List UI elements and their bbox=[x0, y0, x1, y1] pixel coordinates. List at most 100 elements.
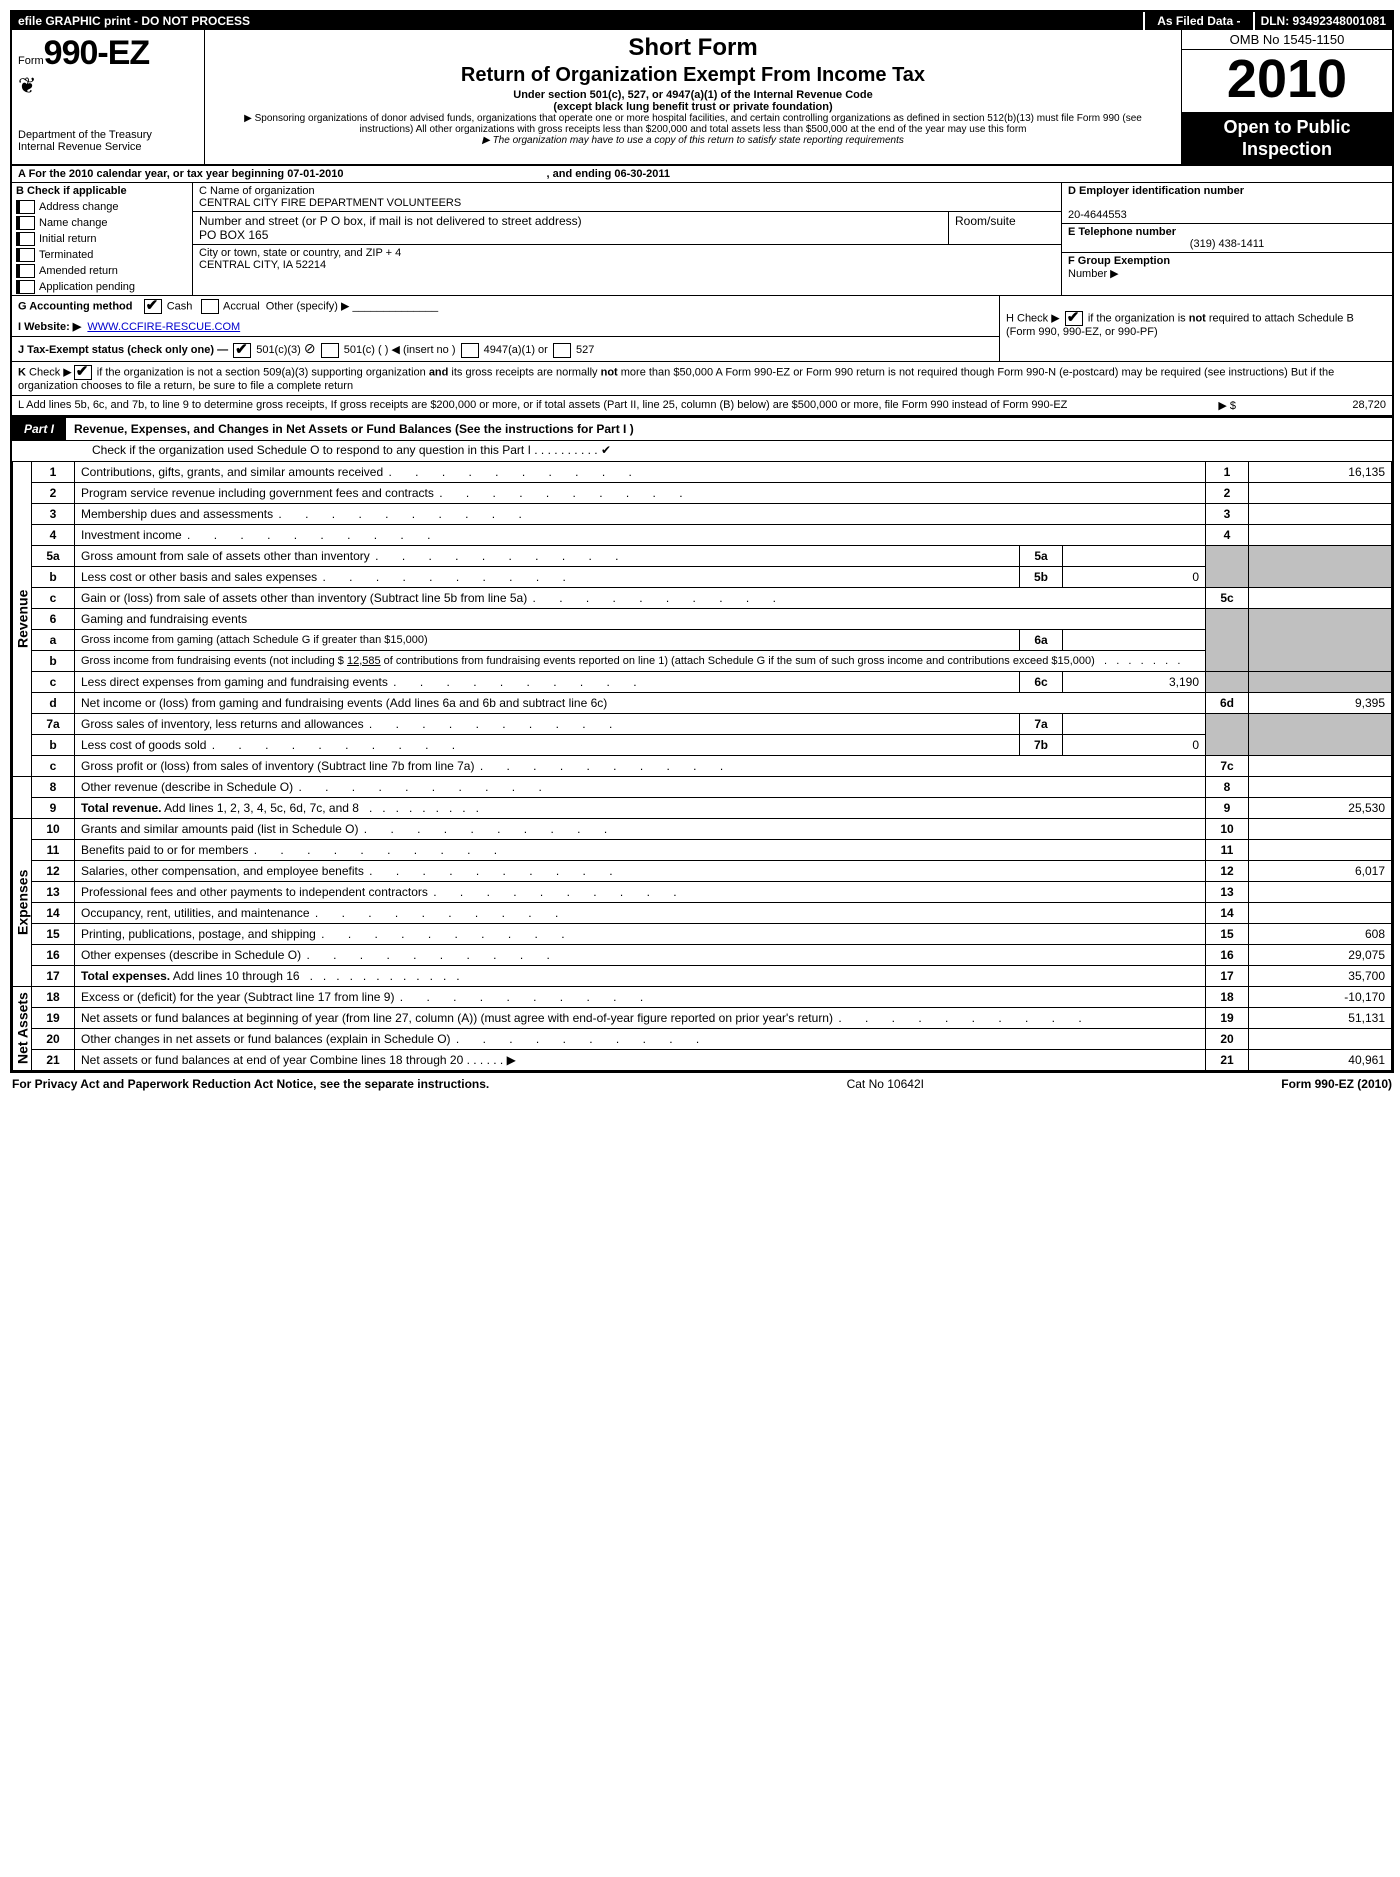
footer: For Privacy Act and Paperwork Reduction … bbox=[10, 1073, 1394, 1095]
chk-label: Initial return bbox=[39, 233, 96, 245]
line-text: Program service revenue including govern… bbox=[75, 482, 1206, 503]
line-amount: 51,131 bbox=[1249, 1007, 1392, 1028]
line-text: Net assets or fund balances at end of ye… bbox=[75, 1049, 1206, 1070]
l-arrow: ▶ $ bbox=[1156, 399, 1236, 412]
line-ref: 6d bbox=[1206, 692, 1249, 713]
form-container: efile GRAPHIC print - DO NOT PROCESS As … bbox=[10, 10, 1394, 1073]
line-text: Membership dues and assessments bbox=[75, 503, 1206, 524]
line-text: Less direct expenses from gaming and fun… bbox=[75, 671, 1020, 692]
chk-527[interactable] bbox=[553, 343, 571, 358]
line-num: c bbox=[32, 671, 75, 692]
city-value: CENTRAL CITY, IA 52214 bbox=[199, 259, 326, 271]
chk-501c3[interactable] bbox=[233, 343, 251, 358]
line-num: 14 bbox=[32, 902, 75, 923]
b-org-info: C Name of organization CENTRAL CITY FIRE… bbox=[193, 183, 1061, 295]
line-ref: 12 bbox=[1206, 860, 1249, 881]
sub-ref: 6a bbox=[1020, 629, 1063, 650]
501c3-label: 501(c)(3) bbox=[256, 344, 301, 356]
gray-cell bbox=[1249, 713, 1392, 755]
sub-amount: 0 bbox=[1063, 734, 1206, 755]
part-1-title: Revenue, Expenses, and Changes in Net As… bbox=[74, 422, 634, 436]
line-num: 6 bbox=[32, 608, 75, 629]
line-text: Salaries, other compensation, and employ… bbox=[75, 860, 1206, 881]
chk-address-change[interactable]: Address change bbox=[12, 199, 192, 215]
g-label: G Accounting method bbox=[18, 301, 132, 313]
line-text: Less cost or other basis and sales expen… bbox=[75, 566, 1020, 587]
line-amount bbox=[1249, 776, 1392, 797]
chk-amended-return[interactable]: Amended return bbox=[12, 263, 192, 279]
chk-initial-return[interactable]: Initial return bbox=[12, 231, 192, 247]
website-link[interactable]: WWW.CCFIRE-RESCUE.COM bbox=[87, 321, 240, 333]
line-num: 9 bbox=[32, 797, 75, 818]
chk-501c[interactable] bbox=[321, 343, 339, 358]
line-text: Gross profit or (loss) from sales of inv… bbox=[75, 755, 1206, 776]
line-amount bbox=[1249, 1028, 1392, 1049]
line-amount bbox=[1249, 755, 1392, 776]
chk-name-change[interactable]: Name change bbox=[12, 215, 192, 231]
line-amount bbox=[1249, 524, 1392, 545]
line-amount bbox=[1249, 818, 1392, 839]
line-text: Printing, publications, postage, and shi… bbox=[75, 923, 1206, 944]
checkbox-icon bbox=[16, 200, 35, 214]
row-a: A For the 2010 calendar year, or tax yea… bbox=[12, 166, 1392, 183]
line-text: Investment income bbox=[75, 524, 1206, 545]
irs-label: Internal Revenue Service bbox=[18, 141, 198, 153]
dln-label: DLN: 93492348001081 bbox=[1255, 12, 1392, 30]
expenses-label: Expenses bbox=[13, 818, 32, 986]
line-ref: 4 bbox=[1206, 524, 1249, 545]
line-text: Other changes in net assets or fund bala… bbox=[75, 1028, 1206, 1049]
dept-label: Department of the Treasury bbox=[18, 129, 198, 141]
street-value: PO BOX 165 bbox=[199, 228, 268, 242]
line-ref: 20 bbox=[1206, 1028, 1249, 1049]
line-text: Excess or (deficit) for the year (Subtra… bbox=[75, 986, 1206, 1007]
amt-6b: 12,585 bbox=[347, 655, 381, 667]
chk-label: Amended return bbox=[39, 265, 118, 277]
line-num: 18 bbox=[32, 986, 75, 1007]
line-ref: 9 bbox=[1206, 797, 1249, 818]
line-amount bbox=[1249, 881, 1392, 902]
line-ref: 10 bbox=[1206, 818, 1249, 839]
line-ref: 1 bbox=[1206, 461, 1249, 482]
subtitle-3: ▶ Sponsoring organizations of donor advi… bbox=[215, 113, 1171, 135]
line-ref: 21 bbox=[1206, 1049, 1249, 1070]
row-h: H Check ▶ if the organization is not req… bbox=[999, 296, 1392, 361]
line-text: Net income or (loss) from gaming and fun… bbox=[75, 692, 1206, 713]
subtitle-1: Under section 501(c), 527, or 4947(a)(1)… bbox=[215, 89, 1171, 101]
chk-label: Name change bbox=[39, 217, 108, 229]
line-amount: 25,530 bbox=[1249, 797, 1392, 818]
chk-application-pending[interactable]: Application pending bbox=[12, 279, 192, 295]
line-text: Gross income from gaming (attach Schedul… bbox=[75, 629, 1020, 650]
checkbox-icon bbox=[16, 232, 35, 246]
chk-accrual[interactable] bbox=[201, 299, 219, 314]
line-num: 8 bbox=[32, 776, 75, 797]
line-ref: 18 bbox=[1206, 986, 1249, 1007]
open-line-1: Open to Public bbox=[1223, 117, 1350, 137]
form-number: 990-EZ bbox=[44, 34, 150, 72]
chk-label: Address change bbox=[39, 201, 119, 213]
header-left: Form990-EZ ❦ Department of the Treasury … bbox=[12, 30, 205, 164]
line-text: Gaming and fundraising events bbox=[75, 608, 1206, 629]
line-text: Contributions, gifts, grants, and simila… bbox=[75, 461, 1206, 482]
527-label: 527 bbox=[576, 344, 594, 356]
row-a-label: A For the 2010 calendar year, or tax yea… bbox=[18, 168, 343, 180]
line-num: a bbox=[32, 629, 75, 650]
sub-amount bbox=[1063, 713, 1206, 734]
chk-4947[interactable] bbox=[461, 343, 479, 358]
d-label: D Employer identification number bbox=[1068, 185, 1244, 197]
c-label: C Name of organization bbox=[199, 185, 315, 197]
line-ref: 15 bbox=[1206, 923, 1249, 944]
line-num: 7a bbox=[32, 713, 75, 734]
chk-h[interactable] bbox=[1065, 311, 1083, 326]
line-ref: 8 bbox=[1206, 776, 1249, 797]
chk-cash[interactable] bbox=[144, 299, 162, 314]
form-prefix: Form bbox=[18, 55, 44, 67]
header-mid: Short Form Return of Organization Exempt… bbox=[205, 30, 1181, 164]
row-g: G Accounting method Cash Accrual Other (… bbox=[12, 296, 999, 317]
gray-cell bbox=[1206, 671, 1249, 692]
revenue-label-cont bbox=[13, 776, 32, 818]
sub-amount: 0 bbox=[1063, 566, 1206, 587]
chk-terminated[interactable]: Terminated bbox=[12, 247, 192, 263]
chk-k[interactable] bbox=[74, 365, 92, 380]
line-text: Grants and similar amounts paid (list in… bbox=[75, 818, 1206, 839]
chk-label: Application pending bbox=[39, 281, 135, 293]
